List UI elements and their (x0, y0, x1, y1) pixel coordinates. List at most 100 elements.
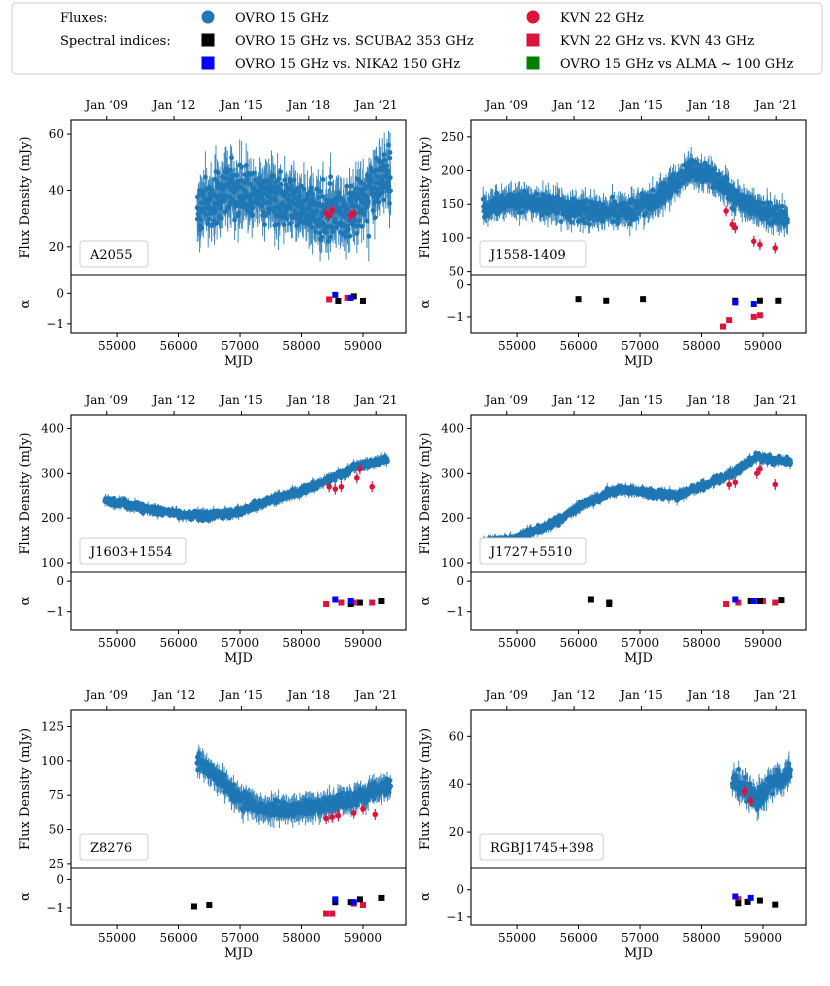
ovro-point (386, 142, 391, 148)
legend-spectral-label: Spectral indices: (60, 34, 171, 49)
ovro-point (380, 163, 386, 169)
alpha-y-tick-label: −1 (446, 310, 464, 324)
ovro-point (198, 217, 204, 223)
ovro-point (318, 189, 323, 195)
ovro-point (276, 176, 282, 182)
ovro-point (376, 199, 382, 205)
ovro-point (381, 152, 387, 158)
alpha-kvn-marker (726, 317, 733, 324)
legend-marker-1 (526, 10, 540, 24)
ovro-point (387, 155, 393, 161)
x-tick-label: 59000 (344, 339, 382, 353)
ovro-point (346, 227, 351, 232)
ovro-point (380, 189, 386, 195)
ovro-point (341, 198, 347, 204)
ovro-point (712, 166, 718, 172)
ovro-point (306, 212, 312, 217)
ovro-point (313, 229, 318, 235)
ovro-point (285, 197, 291, 203)
top-axis-tick-label: Jan ‘12 (551, 98, 596, 112)
ovro-point (232, 217, 238, 223)
ovro-point (382, 157, 388, 163)
x-axis-label: MJD (624, 354, 653, 369)
ovro-point (347, 191, 352, 196)
ovro-point (643, 210, 649, 216)
ovro-point (244, 180, 250, 185)
ovro-point (385, 168, 390, 174)
ovro-point (215, 170, 221, 176)
ovro-point (269, 196, 275, 201)
ovro-point (268, 178, 273, 184)
ovro-point (256, 191, 262, 197)
ovro-point (681, 177, 687, 183)
ovro-point (214, 220, 220, 226)
ovro-point (366, 233, 372, 239)
flux-plot-area (194, 130, 393, 262)
x-tick-label: 56000 (559, 339, 597, 353)
ovro-point (227, 194, 233, 200)
ovro-point (329, 225, 335, 231)
ovro-point (364, 194, 369, 200)
ovro-point (366, 198, 371, 204)
x-tick-label: 57000 (221, 339, 259, 353)
ovro-point (699, 163, 704, 169)
ovro-point (239, 164, 245, 170)
ovro-point (229, 155, 234, 161)
top-axis-tick-label: Jan ‘18 (686, 98, 731, 112)
ovro-point (267, 201, 273, 206)
ovro-point (320, 177, 326, 182)
ovro-point (336, 190, 342, 196)
ovro-point (266, 192, 272, 198)
top-axis-tick-label: Jan ‘21 (353, 98, 398, 112)
ovro-point (305, 195, 311, 201)
ovro-point (328, 234, 333, 240)
ovro-point (384, 163, 390, 169)
ovro-point (712, 171, 718, 177)
ovro-point (372, 215, 378, 221)
ovro-point (236, 210, 242, 216)
panels: 20 40 60 0 −1 55000 56000 57000 58000 59000 MJD Jan… (18, 98, 807, 961)
ovro-points (480, 157, 790, 227)
ovro-point (524, 190, 529, 196)
source-label-box (79, 240, 149, 268)
ovro-point (283, 182, 289, 188)
ovro-point (375, 179, 381, 185)
ovro-point (330, 229, 336, 235)
legend-marker-4 (201, 56, 215, 70)
ovro-point (671, 172, 676, 177)
top-axis-tick-label: Jan ‘15 (218, 98, 263, 112)
ovro-point (272, 222, 278, 228)
legend-label-3: KVN 22 GHz vs. KVN 43 GHz (560, 34, 754, 49)
ovro-point (768, 200, 773, 206)
ovro-point (480, 196, 486, 202)
alpha-kvn-marker (750, 313, 757, 320)
ovro-point (281, 193, 287, 199)
ovro-point (560, 198, 565, 204)
ovro-point (373, 167, 379, 173)
ovro-point (215, 194, 221, 199)
alpha-kvn-marker (720, 323, 727, 330)
ovro-point (351, 222, 357, 228)
alpha-plot-area (575, 296, 782, 330)
ovro-point (326, 238, 332, 244)
top-axis-tick-label: Jan ‘12 (151, 98, 196, 112)
top-axis-tick-label: Jan ‘09 (483, 98, 528, 112)
kvn-point (772, 245, 779, 251)
ovro-point (222, 198, 228, 204)
ovro-point (766, 204, 772, 210)
ovro-point (360, 181, 366, 187)
ovro-point (615, 220, 621, 226)
ovro-point (243, 163, 249, 168)
ovro-point (370, 208, 376, 213)
ovro-point (650, 187, 656, 193)
ovro-point (782, 208, 788, 214)
ovro-point (361, 209, 367, 215)
ovro-point (353, 186, 359, 192)
ovro-point (291, 177, 297, 183)
ovro-point (368, 165, 374, 171)
alpha-plot-area (326, 291, 366, 304)
ovro-point (326, 205, 331, 211)
ovro-point (213, 208, 218, 214)
alpha-scuba-marker (350, 293, 357, 300)
ovro-point (314, 209, 320, 215)
